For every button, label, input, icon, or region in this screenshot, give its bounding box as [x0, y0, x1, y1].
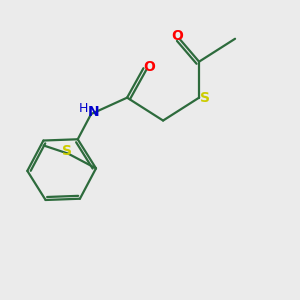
Text: O: O [171, 29, 183, 43]
Text: S: S [61, 144, 72, 158]
Text: H: H [79, 102, 88, 115]
Text: O: O [143, 60, 155, 74]
Text: S: S [200, 91, 210, 105]
Text: N: N [88, 105, 100, 119]
